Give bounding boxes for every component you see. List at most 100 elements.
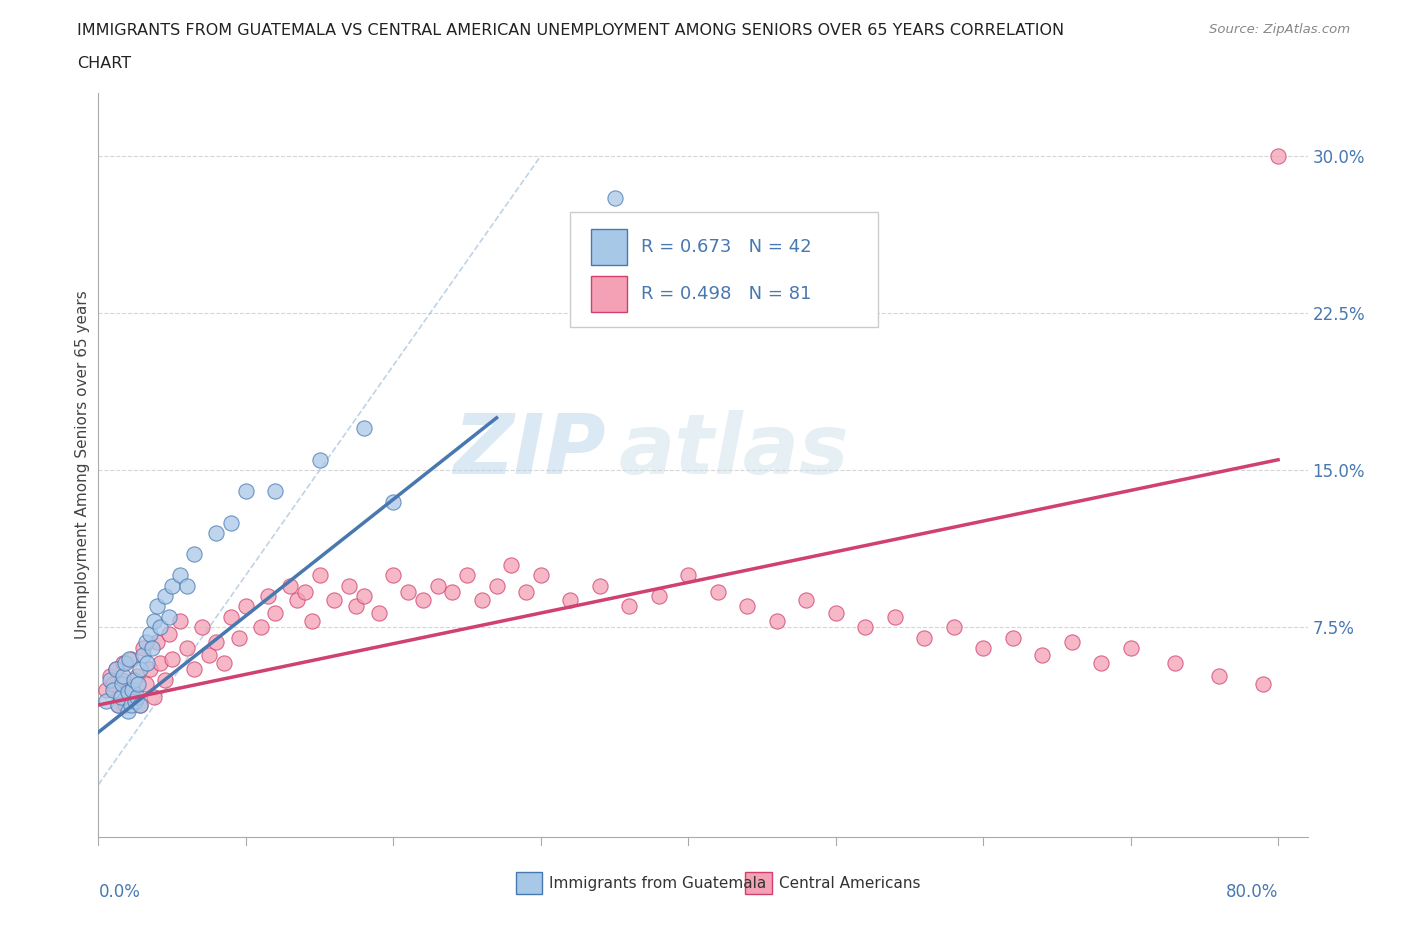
Point (353, 421, 375, 436)
Point (485, 578, 508, 593)
Point (648, 589, 671, 604)
Point (190, 620, 212, 635)
Point (219, 515, 242, 530)
Point (308, 567, 330, 582)
Point (125, 668, 148, 683)
Point (589, 578, 612, 593)
Point (107, 698, 129, 712)
Point (353, 589, 375, 604)
Point (619, 599, 641, 614)
Point (112, 668, 135, 683)
Bar (591, 276, 627, 312)
Point (198, 647, 221, 662)
Point (143, 689, 166, 704)
Point (143, 614, 166, 629)
Point (603, 191, 626, 206)
Point (1253, 676, 1275, 691)
Point (141, 641, 163, 656)
Point (678, 567, 700, 582)
Point (131, 641, 153, 656)
Point (117, 685, 139, 700)
Point (382, 494, 405, 509)
Point (235, 599, 257, 614)
Point (110, 689, 132, 704)
Point (136, 656, 159, 671)
Text: ZIP: ZIP (454, 409, 606, 491)
Point (139, 662, 162, 677)
Point (157, 609, 180, 624)
Text: atlas: atlas (619, 409, 849, 491)
Text: R = 0.673   N = 42: R = 0.673 N = 42 (641, 238, 811, 256)
Point (160, 651, 183, 666)
Point (264, 605, 287, 620)
Point (853, 620, 876, 635)
Bar (591, 229, 627, 265)
Point (264, 484, 287, 498)
Y-axis label: Unemployment Among Seniors over 65 years: Unemployment Among Seniors over 65 years (75, 291, 90, 640)
Point (117, 683, 139, 698)
Point (176, 578, 198, 593)
Point (308, 452, 330, 467)
Point (122, 672, 145, 687)
Point (205, 634, 228, 649)
Point (1119, 641, 1142, 656)
Point (117, 704, 139, 719)
Point (105, 662, 128, 677)
Point (114, 656, 136, 671)
Point (94, 694, 117, 709)
Point (149, 620, 172, 635)
Point (149, 656, 172, 671)
Point (346, 599, 368, 614)
Text: 80.0%: 80.0% (1226, 884, 1278, 901)
Point (135, 634, 157, 649)
Point (94, 683, 117, 698)
Point (157, 626, 180, 641)
Point (183, 662, 205, 677)
Point (382, 567, 405, 582)
Point (337, 578, 360, 593)
Point (367, 605, 389, 620)
Point (111, 672, 134, 687)
Text: Immigrants from Guatemala: Immigrants from Guatemala (550, 876, 766, 891)
Point (105, 662, 128, 677)
Point (530, 567, 553, 582)
Point (323, 592, 346, 607)
Point (169, 567, 191, 582)
Point (128, 698, 150, 712)
Point (235, 484, 257, 498)
Point (146, 634, 169, 649)
Point (124, 694, 146, 709)
Point (765, 614, 787, 629)
Point (1090, 656, 1112, 671)
Point (257, 589, 280, 604)
Text: R = 0.498   N = 81: R = 0.498 N = 81 (641, 285, 811, 303)
FancyBboxPatch shape (569, 212, 879, 327)
Point (98, 668, 121, 683)
Point (560, 592, 582, 607)
Point (501, 557, 523, 572)
Point (212, 656, 235, 671)
Text: 0.0%: 0.0% (98, 884, 141, 901)
Point (426, 578, 449, 593)
Point (249, 620, 271, 635)
Text: Source: ZipAtlas.com: Source: ZipAtlas.com (1209, 23, 1350, 36)
Text: CHART: CHART (77, 56, 131, 71)
Point (160, 578, 183, 593)
Point (1267, 149, 1289, 164)
Point (294, 584, 316, 599)
Point (412, 592, 434, 607)
Point (125, 689, 148, 704)
Point (515, 584, 537, 599)
Point (131, 647, 153, 662)
Text: IMMIGRANTS FROM GUATEMALA VS CENTRAL AMERICAN UNEMPLOYMENT AMONG SENIORS OVER 65: IMMIGRANTS FROM GUATEMALA VS CENTRAL AME… (77, 23, 1064, 38)
Point (122, 689, 145, 704)
Point (183, 547, 205, 562)
Point (153, 589, 176, 604)
Point (219, 609, 242, 624)
Point (471, 592, 494, 607)
Bar (516, 872, 543, 895)
Point (153, 672, 176, 687)
Text: Central Americans: Central Americans (779, 876, 921, 891)
Point (114, 698, 136, 712)
Point (1164, 656, 1187, 671)
